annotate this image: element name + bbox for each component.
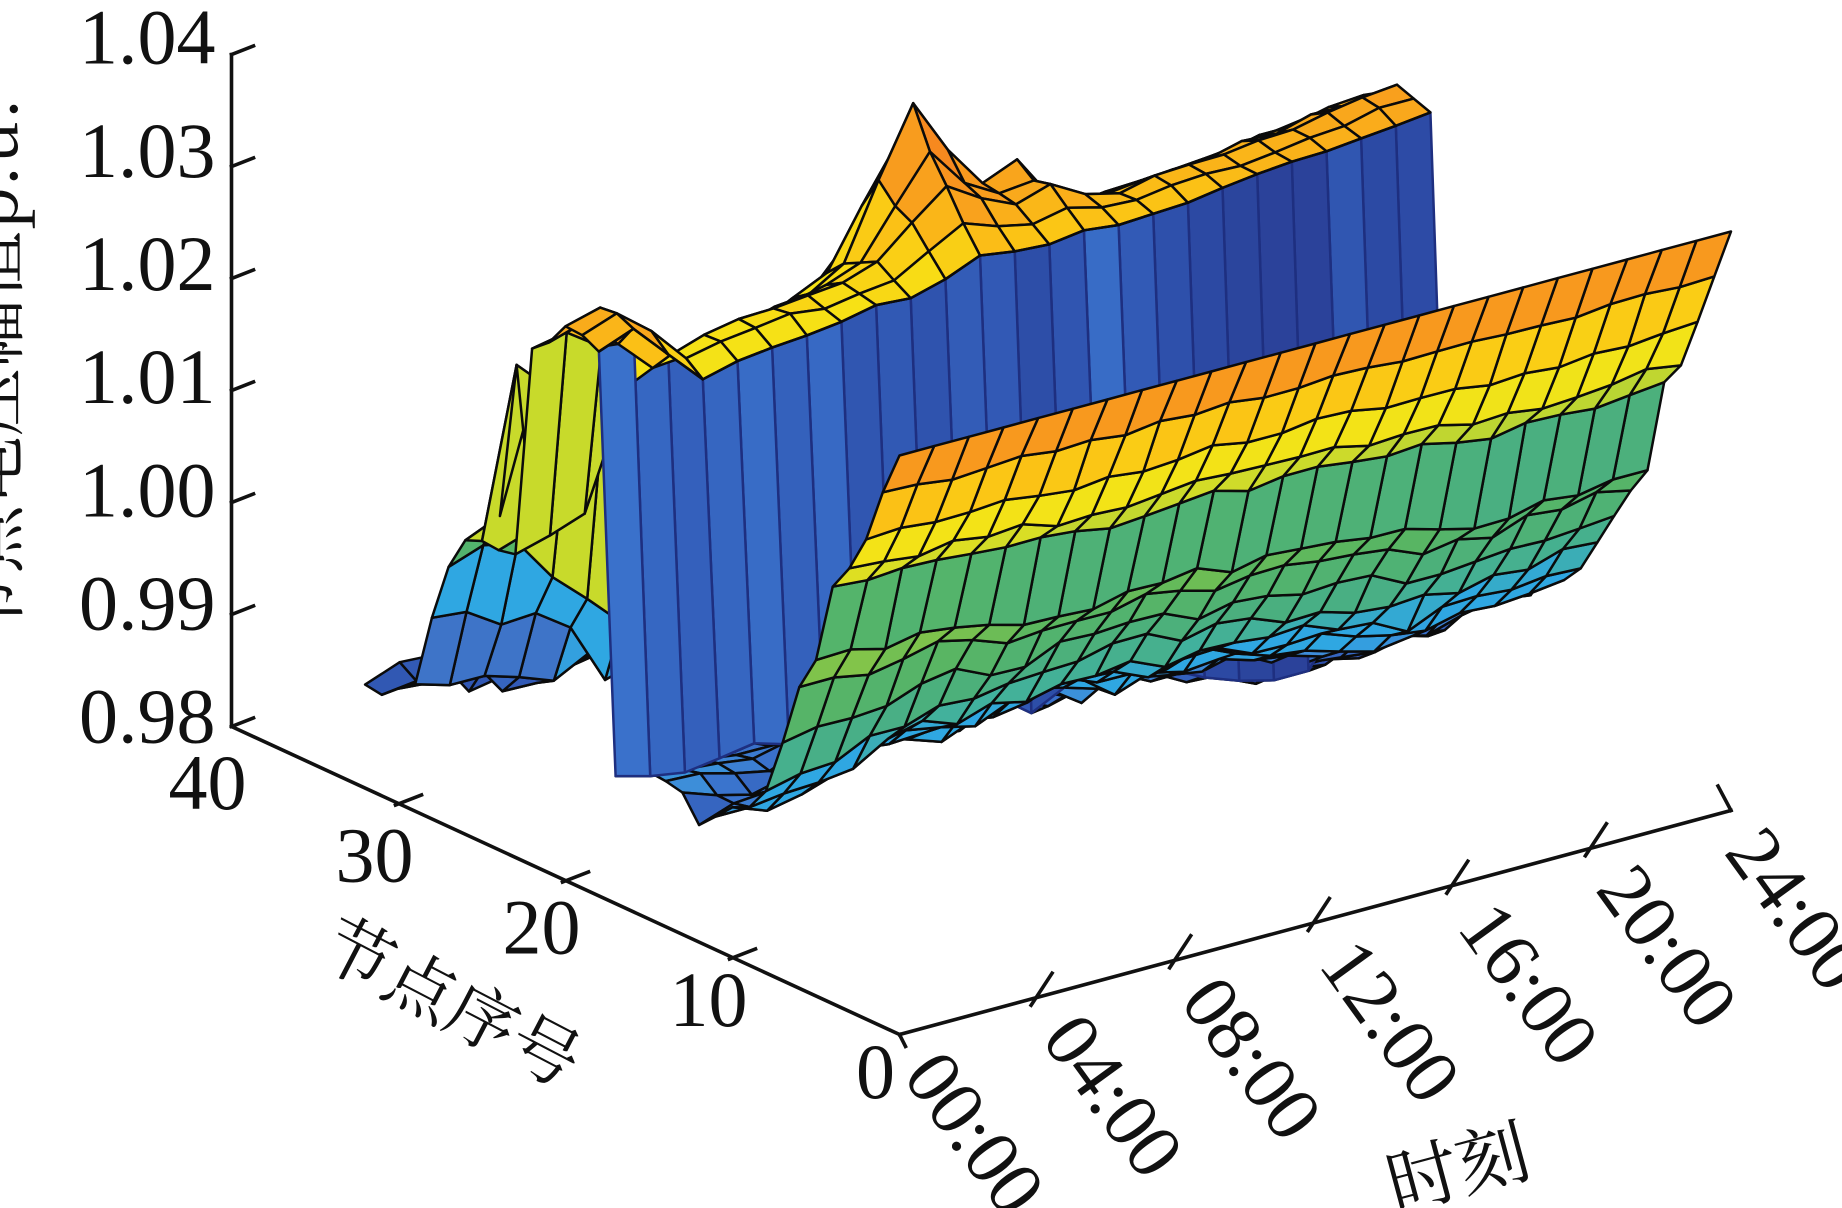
svg-text:30: 30 [336, 811, 414, 898]
svg-text:1.00: 1.00 [79, 446, 216, 533]
svg-text:1.04: 1.04 [79, 0, 216, 81]
svg-text:0.99: 0.99 [79, 559, 216, 646]
svg-text:0: 0 [856, 1028, 895, 1115]
svg-text:40: 40 [169, 739, 247, 826]
svg-text:0.98: 0.98 [79, 673, 216, 760]
svg-text:1.03: 1.03 [79, 107, 216, 194]
svg-text:1.02: 1.02 [79, 220, 216, 307]
svg-text:1.01: 1.01 [79, 333, 216, 420]
svg-text:20: 20 [503, 884, 581, 971]
svg-text:10: 10 [670, 956, 748, 1043]
